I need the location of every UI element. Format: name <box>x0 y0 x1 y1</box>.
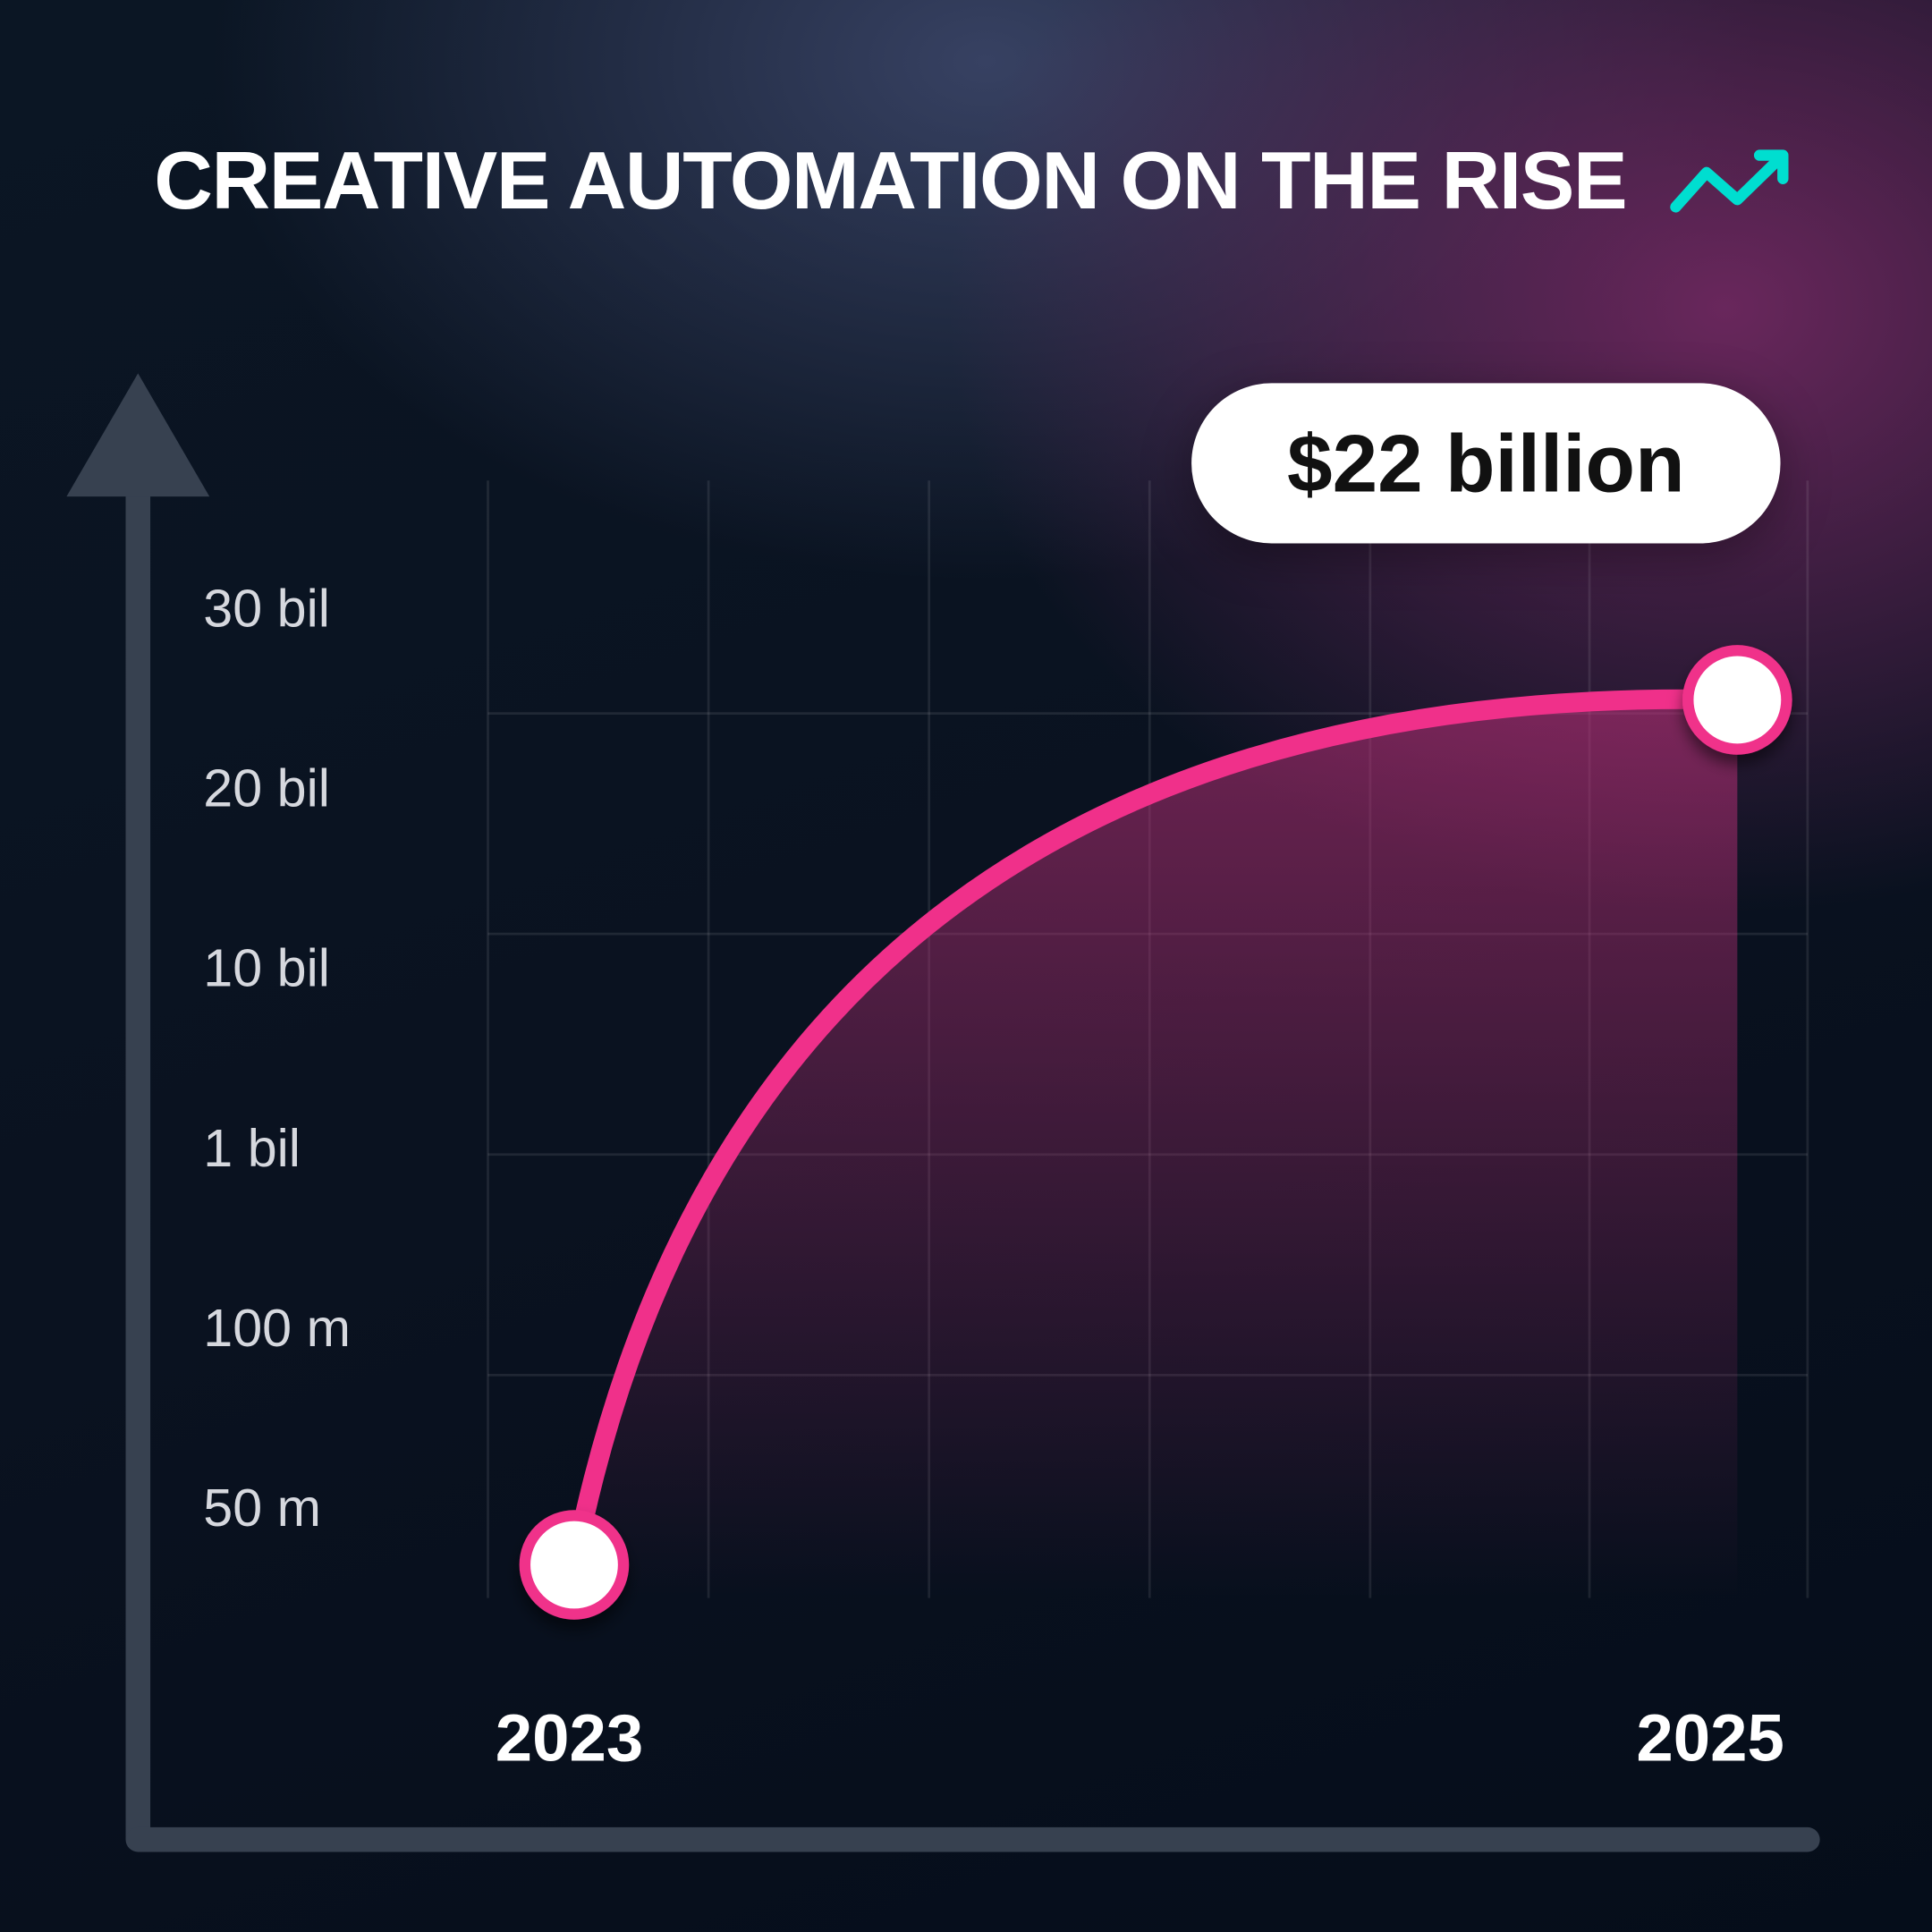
chart-title: CREATIVE AUTOMATION ON THE RISE <box>154 134 1627 226</box>
y-tick-label: 10 bil <box>203 939 330 999</box>
y-tick-label: 1 bil <box>203 1119 301 1179</box>
y-tick-label: 20 bil <box>203 759 330 819</box>
x-tick-label: 2025 <box>1636 1701 1784 1776</box>
value-callout: $22 billion <box>1191 383 1781 544</box>
area-fill <box>573 699 1738 1598</box>
series-line <box>564 689 1748 1575</box>
y-tick-label: 50 m <box>203 1479 322 1538</box>
trending-up-icon <box>1670 149 1789 213</box>
y-axis-arrow-icon <box>66 373 210 497</box>
data-point <box>519 1510 630 1620</box>
y-tick-label: 30 bil <box>203 580 330 640</box>
y-tick-label: 100 m <box>203 1299 351 1359</box>
data-point <box>1682 645 1792 755</box>
x-tick-label: 2023 <box>495 1701 644 1776</box>
